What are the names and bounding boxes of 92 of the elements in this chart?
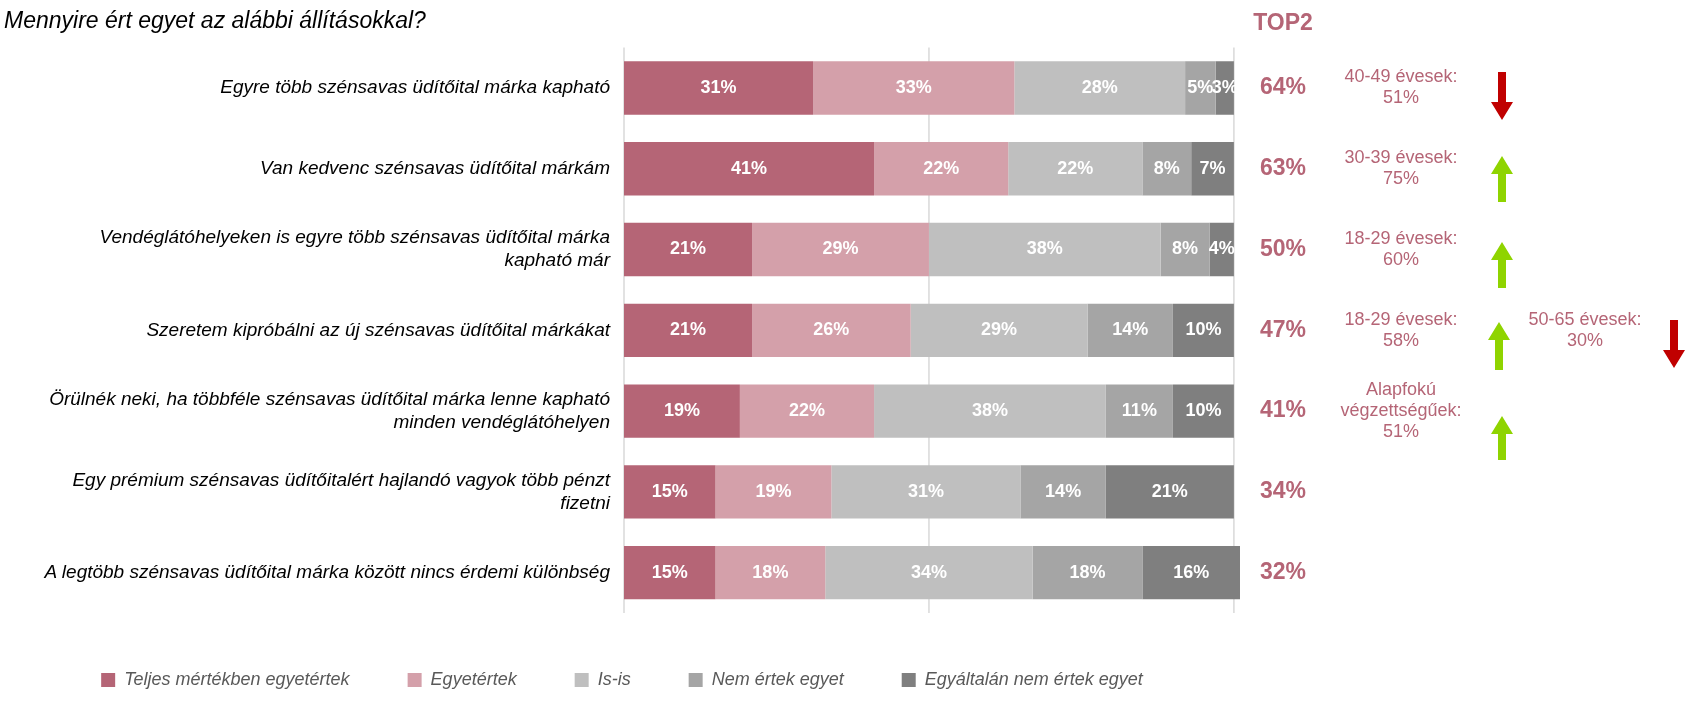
data-label: 22% [1057,157,1094,178]
data-label: 8% [1153,157,1180,178]
legend-label: Teljes mértékben egyetértek [124,669,351,689]
bar [825,545,1033,600]
text: Alapfokú végzettségűek: 51% [1340,379,1462,442]
data-label: 7% [1199,157,1226,178]
y-tick-label: Egyre több szénsavas üdítőital márka kapható [220,76,611,98]
text: 47% [1259,315,1307,342]
data-label: 28% [1081,76,1118,97]
y-tick-label: Van kedvenc szénsavas üdítőital márkám [260,157,610,179]
data-label: 21% [670,319,707,340]
data-label: 15% [651,561,688,582]
bar [831,465,1021,519]
data-label: 14% [1112,319,1149,340]
data-label: 5% [1187,76,1214,97]
bar [752,303,911,357]
data-label: 10% [1185,319,1222,340]
data-label: 22% [923,157,960,178]
bar [1172,384,1234,438]
text: 32% [1259,557,1307,584]
bar [1105,465,1234,519]
data-label: 15% [651,480,688,501]
bar [874,384,1106,438]
data-label: 8% [1172,238,1199,259]
text: 50-65 évesek: 30% [1528,308,1642,350]
text: 34% [1259,477,1307,504]
bar [928,222,1161,277]
bar [1105,384,1173,438]
bar [1008,142,1143,196]
data-label: 10% [1185,400,1222,421]
bar [624,61,814,115]
bar [752,222,929,277]
bar [624,222,753,277]
data-label: 18% [752,561,789,582]
text: 50% [1259,234,1307,261]
data-label: 21% [670,238,707,259]
bar [624,142,875,196]
data-label: 41% [731,157,768,178]
data-label: 22% [788,400,825,421]
y-tick-label: Egy prémium szénsavas üdítőitalért hajlandó vagyok több pénzt fizetni [72,468,611,513]
data-label: 16% [1173,561,1210,582]
data-label: 19% [755,480,792,501]
text: 41% [1259,396,1307,423]
data-label: 38% [1026,238,1063,259]
legend-label: Egyáltalán nem értek egyet [924,669,1144,689]
bar [874,142,1009,196]
data-label: 31% [700,76,737,97]
legend-label: Is-is [597,669,631,689]
bar [1032,545,1143,600]
data-label: 29% [981,319,1018,340]
bar [1142,142,1192,196]
data-label: 11% [1121,400,1157,421]
y-tick-label: Szeretem kipróbálni az új szénsavas üdítőital márkákat [146,318,611,340]
bar [624,303,753,357]
data-label: 26% [813,319,850,340]
bar [910,303,1088,357]
bar [715,465,832,519]
data-label: 21% [1151,480,1188,501]
text: TOP2 [1253,9,1313,36]
bar [1020,465,1106,519]
bar [624,384,740,438]
bar [624,465,716,519]
y-tick-label: Örülnék neki, ha többféle szénsavas üdítőital márka lenne kapható minden vendéglátóhelyen [49,387,611,432]
bar [1172,303,1234,357]
text: 18-29 évesek: 60% [1344,228,1458,269]
text: 18-29 évesek: 58% [1344,308,1458,350]
bar [1191,142,1234,196]
bar [624,545,716,600]
data-label: 19% [663,400,700,421]
data-label: 33% [895,76,932,97]
bar [1014,61,1186,115]
text: 64% [1259,73,1307,100]
bar [1160,222,1210,277]
bar [739,384,875,438]
data-label: 34% [910,561,947,582]
bar [715,545,826,600]
legend-label: Egyetértek [430,669,518,689]
y-tick-label: Vendéglátóhelyeken is egyre több szénsavas üdítőital márka kapható már [99,226,611,271]
bar [1087,303,1173,357]
legend-label: Nem értek egyet [711,669,845,689]
text: 40-49 évesek: 51% [1344,66,1458,108]
bar [813,61,1015,115]
data-label: 29% [822,238,859,259]
y-tick-label: A legtöbb szénsavas üdítőital márka között nincs érdemi különbség [43,560,611,582]
text: 30-39 évesek: 75% [1344,147,1458,189]
data-label: 38% [971,400,1008,421]
text: 63% [1259,154,1307,181]
data-label: 14% [1045,480,1082,501]
bar [1142,545,1240,600]
data-label: 18% [1069,561,1106,582]
text: Mennyire ért egyet az alábbi állításokkal? [4,7,427,34]
data-label: 31% [907,480,944,501]
